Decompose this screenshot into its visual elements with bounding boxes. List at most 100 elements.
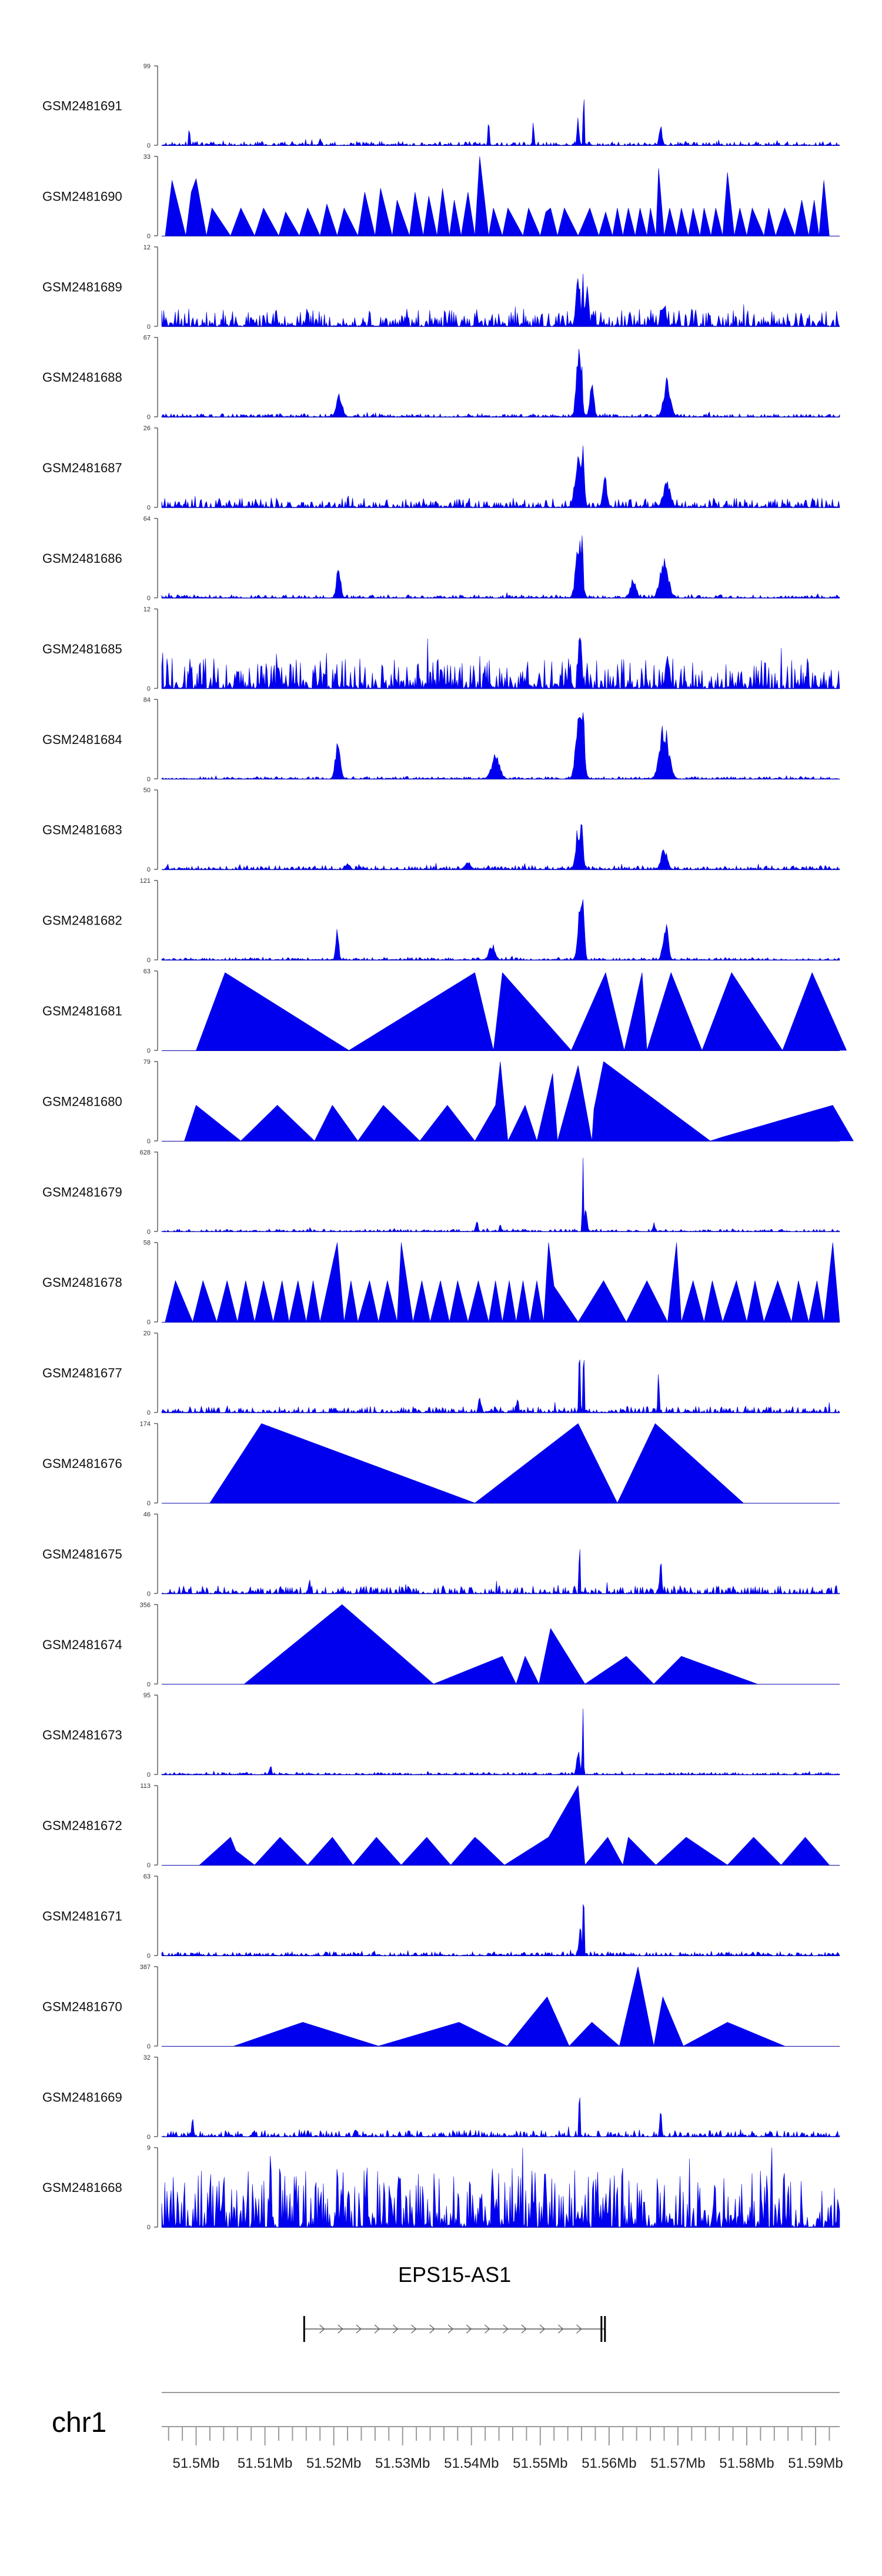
track-GSM2481690: GSM2481690 33 0 <box>42 154 840 240</box>
gene-strand-arrow <box>503 2324 509 2334</box>
track-GSM2481686: GSM2481686 64 0 <box>42 516 840 602</box>
track-label: GSM2481673 <box>42 1728 122 1743</box>
track-label: GSM2481691 <box>42 99 122 114</box>
track-GSM2481681: GSM2481681 63 0 <box>42 968 847 1055</box>
track-label: GSM2481681 <box>42 1004 122 1019</box>
track-GSM2481672: GSM2481672 113 0 <box>42 1783 840 1869</box>
track-label: GSM2481680 <box>42 1094 122 1109</box>
x-tick-label: 51.5Mb <box>172 2455 219 2471</box>
y-axis-max-label: 46 <box>143 1511 151 1518</box>
track-label: GSM2481684 <box>42 732 122 747</box>
track-label: GSM2481688 <box>42 370 122 385</box>
y-axis-zero-label: 0 <box>147 1862 151 1869</box>
track-GSM2481689: GSM2481689 12 0 <box>42 244 840 331</box>
track-GSM2481682: GSM2481682 121 0 <box>42 877 840 964</box>
y-axis-max-label: 58 <box>143 1240 151 1247</box>
track-GSM2481687: GSM2481687 26 0 <box>42 425 840 512</box>
track-GSM2481678: GSM2481678 58 0 <box>42 1240 840 1326</box>
y-axis-max-label: 113 <box>140 1783 151 1790</box>
track-GSM2481675: GSM2481675 46 0 <box>42 1511 840 1597</box>
y-axis-max-label: 67 <box>143 335 151 342</box>
track-GSM2481670: GSM2481670 387 0 <box>42 1964 840 2050</box>
y-axis-max-label: 63 <box>143 968 151 975</box>
gene-strand-arrow <box>557 2324 564 2334</box>
track-signal-area <box>161 445 840 508</box>
y-axis-zero-label: 0 <box>147 776 151 783</box>
y-axis-zero-label: 0 <box>147 1410 151 1417</box>
y-axis-zero-label: 0 <box>147 866 151 873</box>
gene-strand-arrow <box>485 2324 490 2334</box>
track-signal-area <box>161 1549 840 1594</box>
track-signal-area <box>161 1904 840 1957</box>
gene-strand-arrow <box>539 2324 546 2334</box>
track-label: GSM2481677 <box>42 1366 122 1380</box>
y-axis-max-label: 12 <box>143 244 151 251</box>
track-label: GSM2481676 <box>42 1456 122 1471</box>
track-label: GSM2481670 <box>42 1999 122 2014</box>
track-label: GSM2481669 <box>42 2090 122 2104</box>
track-GSM2481668: GSM2481668 9 0 <box>42 2145 840 2231</box>
track-signal-area <box>161 535 840 599</box>
track-GSM2481679: GSM2481679 628 0 <box>42 1149 840 1236</box>
y-axis-max-label: 33 <box>143 154 151 161</box>
track-label: GSM2481671 <box>42 1909 122 1924</box>
gene-strand-arrow <box>429 2324 435 2334</box>
y-axis-zero-label: 0 <box>147 2134 151 2141</box>
track-GSM2481688: GSM2481688 67 0 <box>42 335 840 421</box>
y-axis-max-label: 79 <box>143 1059 151 1066</box>
track-label: GSM2481689 <box>42 279 122 294</box>
track-signal-area <box>196 972 847 1051</box>
x-tick-label: 51.56Mb <box>582 2455 636 2471</box>
track-GSM2481684: GSM2481684 84 0 <box>42 696 840 783</box>
x-tick-label: 51.57Mb <box>650 2455 705 2471</box>
track-label: GSM2481668 <box>42 2180 122 2195</box>
x-tick-label: 51.53Mb <box>375 2455 430 2471</box>
y-axis-zero-label: 0 <box>147 1500 151 1507</box>
gene-strand-arrow <box>374 2324 380 2334</box>
track-signal-area <box>161 2147 840 2228</box>
y-axis-max-label: 12 <box>143 606 151 613</box>
track-signal-area <box>161 824 840 870</box>
y-axis-zero-label: 0 <box>147 1138 151 1145</box>
gene-label: EPS15-AS1 <box>398 2263 511 2287</box>
gene-strand-arrow <box>411 2324 417 2334</box>
track-signal-area <box>209 1423 744 1504</box>
y-axis-max-label: 63 <box>143 1873 151 1880</box>
track-GSM2481680: GSM2481680 79 0 <box>42 1059 854 1145</box>
y-axis-zero-label: 0 <box>147 323 151 331</box>
track-GSM2481674: GSM2481674 356 0 <box>42 1601 840 1688</box>
track-signal-area <box>233 1966 785 2047</box>
gene-strand-arrow <box>319 2324 325 2334</box>
signal-tracks: GSM2481691990GSM2481690330GSM2481689120G… <box>42 63 854 2231</box>
track-GSM2481671: GSM2481671 63 0 <box>42 1873 840 1960</box>
track-label: GSM2481687 <box>42 461 122 475</box>
track-label: GSM2481679 <box>42 1184 122 1199</box>
track-GSM2481676: GSM2481676 174 0 <box>42 1421 840 1507</box>
genome-axis: 51.5Mb 51.51Mb 51.52Mb 51.53Mb 51.54Mb 51.55M… <box>162 2392 843 2471</box>
gene-strand-arrow <box>338 2324 343 2334</box>
y-axis-max-label: 26 <box>143 425 151 432</box>
y-axis-zero-label: 0 <box>147 957 151 964</box>
gene-model <box>303 2316 606 2342</box>
y-axis-max-label: 628 <box>140 1149 151 1156</box>
y-axis-max-label: 50 <box>143 787 151 794</box>
gene-strand-arrow <box>466 2324 472 2334</box>
chromosome-label: chr1 <box>52 2407 106 2438</box>
x-tick-label: 51.55Mb <box>513 2455 567 2471</box>
track-signal-area <box>243 1604 757 1685</box>
track-label: GSM2481674 <box>42 1637 122 1652</box>
y-axis-zero-label: 0 <box>147 1047 151 1055</box>
y-axis-zero-label: 0 <box>147 1319 151 1326</box>
y-axis-zero-label: 0 <box>147 1771 151 1778</box>
y-axis-max-label: 84 <box>143 696 151 703</box>
track-label: GSM2481685 <box>42 642 122 656</box>
y-axis-zero-label: 0 <box>147 2224 151 2231</box>
track-signal-area <box>161 349 840 418</box>
track-signal-area <box>165 156 830 237</box>
x-tick-label: 51.59Mb <box>788 2455 843 2471</box>
y-axis-max-label: 121 <box>140 877 151 885</box>
x-tick-label: 51.54Mb <box>444 2455 499 2471</box>
track-signal-area <box>161 99 840 146</box>
genome-axis-track: chr1 51.5Mb 51.51Mb 51.52Mb 51.53Mb 51.54Mb 5… <box>52 2392 843 2471</box>
